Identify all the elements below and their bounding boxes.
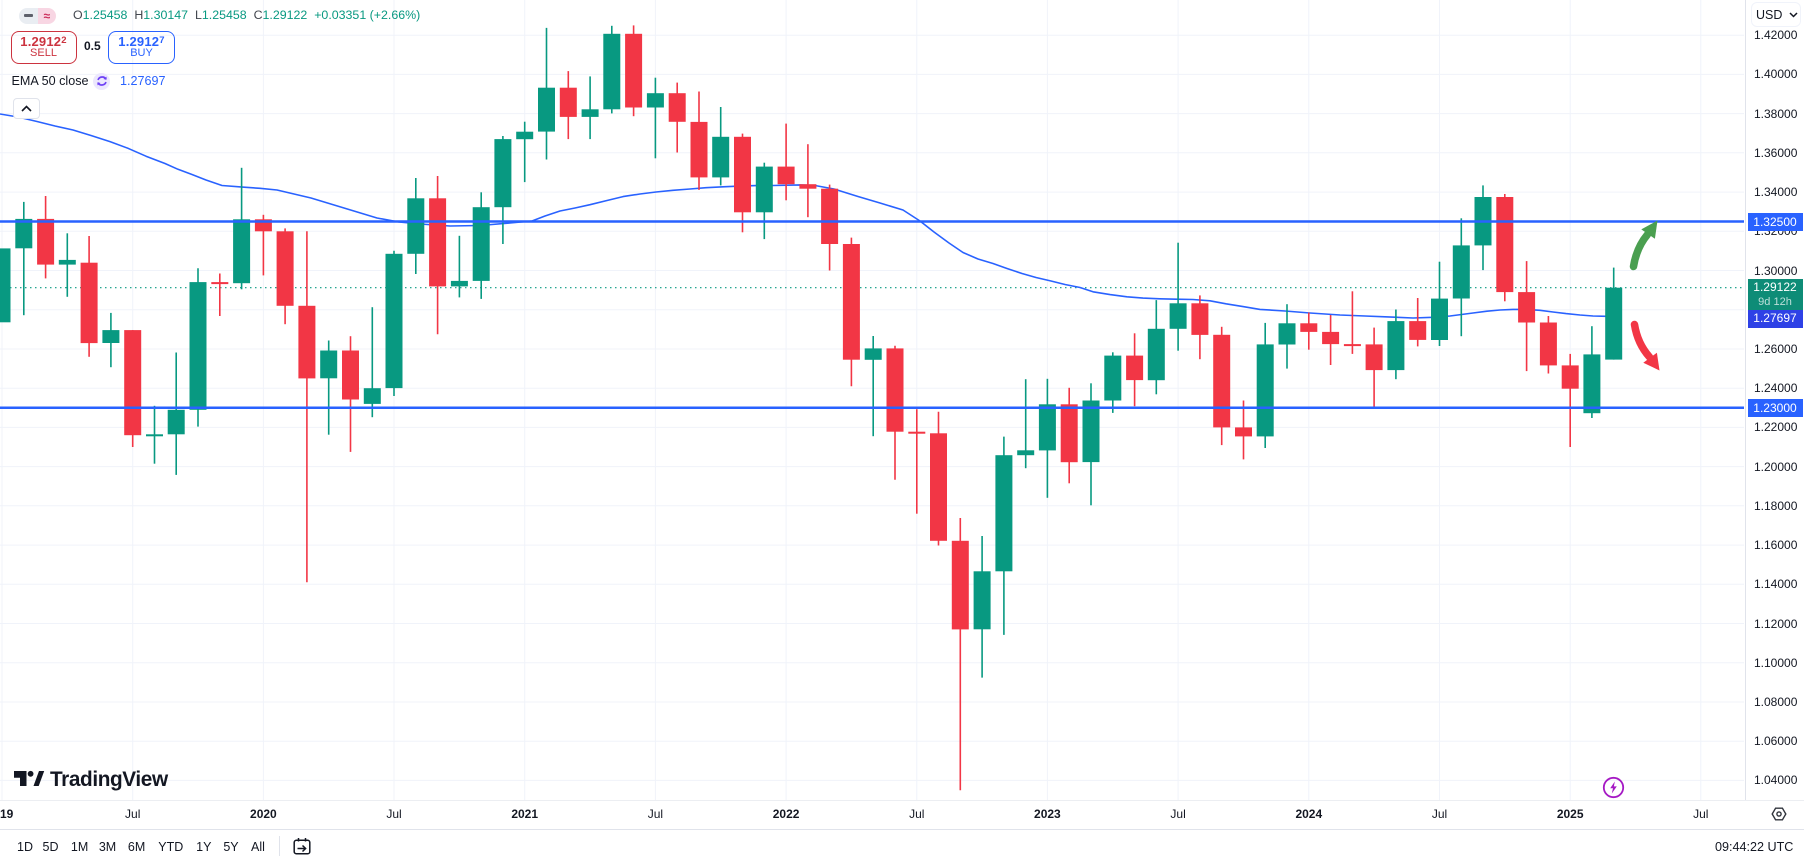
svg-text:TradingView: TradingView	[50, 769, 169, 791]
